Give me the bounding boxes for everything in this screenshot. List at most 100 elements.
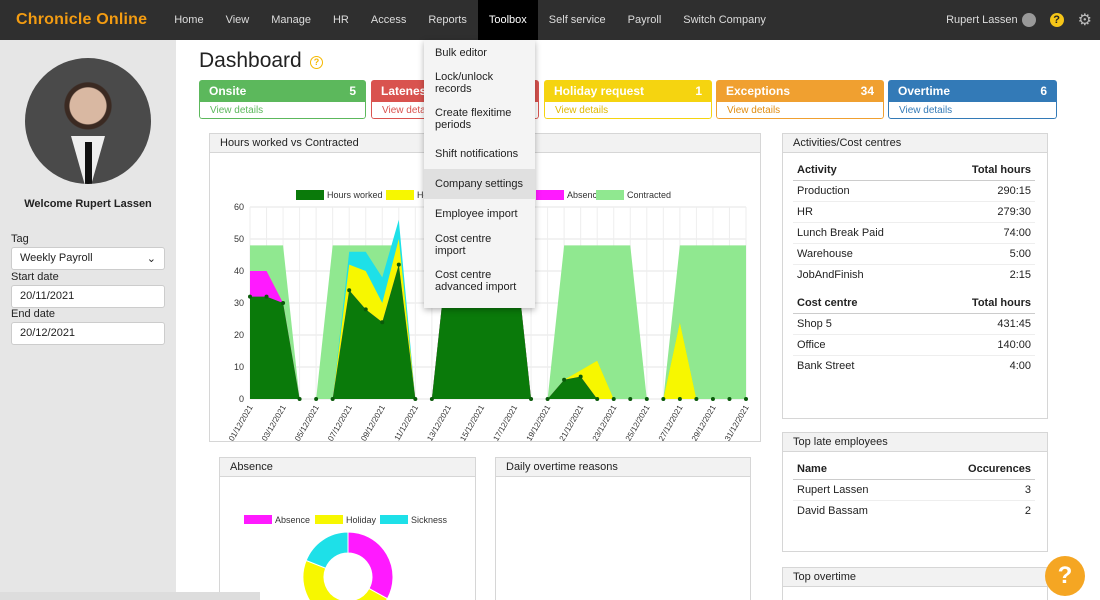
y-tick-label: 60 [234,202,244,212]
nav-reports[interactable]: Reports [428,14,467,26]
stat-card-exceptions: Exceptions 34 View details [716,80,884,119]
nav-self-service[interactable]: Self service [548,14,606,26]
y-tick-label: 30 [234,298,244,308]
user-avatar-icon[interactable] [1021,13,1036,27]
data-point [297,397,302,401]
data-point [694,397,699,401]
y-tick-label: 20 [234,330,244,340]
help-fab-button[interactable]: ? [1045,556,1085,596]
cell-hours: 431:45 [915,313,1035,335]
panel-title: Activities/Cost centres [783,134,1047,153]
legend-label: Absence [567,190,602,200]
table-row: Lunch Break Paid 74:00 [793,222,1035,244]
table-row: Bank Street 4:00 [793,355,1035,376]
overtime-reasons-panel: Daily overtime reasons [495,457,751,600]
stat-card-overtime: Overtime 6 View details [888,80,1057,119]
data-point [727,397,732,401]
nav-access[interactable]: Access [370,14,407,26]
data-point [413,397,418,401]
menu-item-employee-import[interactable]: Employee import [435,208,518,220]
stat-card-onsite: Onsite 5 View details [199,80,366,119]
activities-panel: Activities/Cost centres Activity Total ho… [782,133,1048,419]
legend-swatch [296,190,324,200]
data-point [595,397,600,401]
top-navigation-bar: Chronicle Online Home View Manage HR Acc… [0,0,1100,40]
gear-icon[interactable]: ⚙ [1077,12,1092,29]
menu-item-bulk-editor[interactable]: Bulk editor [435,47,487,59]
legend-swatch [380,515,408,524]
activity-table: Activity Total hours Production 290:15 HR 2… [793,160,1035,285]
menu-item-shift-notifications[interactable]: Shift notifications [435,148,519,160]
nav-right-group: Rupert Lassen ? ⚙ [946,0,1100,40]
tag-label: Tag [11,233,29,245]
col-name: Name [793,459,921,480]
stat-card-holiday-request: Holiday request 1 View details [544,80,712,119]
y-tick-label: 0 [239,394,244,404]
panel-title: Top late employees [783,433,1047,452]
cell-cost-centre: Shop 5 [793,313,916,335]
x-tick-label: 15/12/2021 [458,403,486,441]
page-title: Dashboard [199,49,302,72]
data-point [677,397,682,401]
data-point [429,397,434,401]
col-cost-centre: Cost centre [793,293,916,314]
legend-swatch [315,515,343,524]
cell-activity: JobAndFinish [793,264,935,285]
x-tick-label: 07/12/2021 [326,403,354,441]
menu-item-cost-centre-import[interactable]: Cost centre import [435,233,492,257]
table-row: Rupert Lassen 3 [793,479,1035,501]
menu-item-lock-unlock[interactable]: Lock/unlock records [435,70,494,95]
stat-label: Holiday request [554,84,645,98]
col-total-hours: Total hours [934,160,1035,181]
profile-photo [25,58,151,184]
start-date-input[interactable]: 20/11/2021 [11,285,165,308]
nav-hr[interactable]: HR [332,14,349,26]
x-tick-label: 19/12/2021 [525,403,553,441]
data-point [744,397,748,401]
nav-home[interactable]: Home [174,14,204,26]
view-details-link[interactable]: View details [199,102,366,119]
nav-manage[interactable]: Manage [271,14,311,26]
legend-label: Absence [275,515,310,525]
sidebar: Welcome Rupert Lassen Tag Weekly Payroll… [0,40,176,600]
panel-title: Daily overtime reasons [496,458,750,477]
late-employees-panel: Top late employees Name Occurences Rupert… [782,432,1048,552]
view-details-link[interactable]: View details [888,102,1057,119]
nav-switch-company[interactable]: Switch Company [683,14,766,26]
table-row: JobAndFinish 2:15 [793,264,1035,285]
table-row: Shop 5 431:45 [793,313,1035,335]
col-total-hours: Total hours [915,293,1035,314]
title-help-icon[interactable]: ? [310,56,323,69]
menu-item-create-flexitime[interactable]: Create flexitime periods [435,107,512,131]
tag-select[interactable]: Weekly Payroll ⌄ [11,247,165,270]
cell-activity: HR [793,201,935,223]
user-menu-name[interactable]: Rupert Lassen [946,14,1018,26]
table-row: Production 290:15 [793,180,1035,202]
data-point [545,397,550,401]
menu-item-company-settings[interactable]: Company settings [424,169,535,199]
end-date-input[interactable]: 20/12/2021 [11,322,165,345]
help-icon[interactable]: ? [1049,13,1064,27]
stat-label: Onsite [209,84,247,98]
data-point [330,397,335,401]
absence-panel: Absence Absence Holiday Sickness [219,457,476,600]
legend-swatch [244,515,272,524]
brand-logo[interactable]: Chronicle Online [16,11,148,28]
cell-name: David Bassam [793,500,921,521]
nav-view[interactable]: View [225,14,250,26]
y-tick-label: 10 [234,362,244,372]
view-details-link[interactable]: View details [544,102,712,119]
late-employees-table: Name Occurences Rupert Lassen 3 David Bass… [793,459,1035,521]
col-occurences: Occurences [920,459,1035,480]
x-tick-label: 03/12/2021 [260,403,288,441]
nav-payroll[interactable]: Payroll [627,14,662,26]
cell-activity: Lunch Break Paid [793,222,935,244]
nav-toolbox[interactable]: Toolbox [477,0,538,40]
view-details-link[interactable]: View details [716,102,884,119]
cell-hours: 290:15 [934,180,1035,202]
x-tick-label: 09/12/2021 [359,403,387,441]
menu-item-cost-centre-advanced-import[interactable]: Cost centre advanced import [435,269,517,293]
cell-hours: 5:00 [934,243,1035,265]
legend-label: Holiday [346,515,377,525]
data-point [578,374,583,379]
